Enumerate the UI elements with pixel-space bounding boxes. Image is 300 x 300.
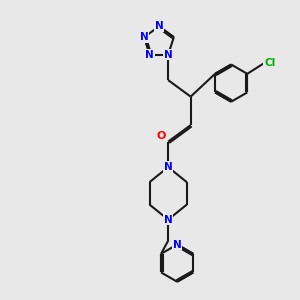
Text: N: N — [140, 32, 148, 42]
Text: N: N — [164, 214, 172, 225]
Text: Cl: Cl — [264, 58, 275, 68]
Text: N: N — [164, 50, 172, 60]
Text: N: N — [146, 50, 154, 60]
Text: N: N — [173, 239, 182, 250]
Text: O: O — [157, 131, 166, 141]
Text: N: N — [154, 21, 164, 32]
Text: N: N — [164, 162, 172, 172]
